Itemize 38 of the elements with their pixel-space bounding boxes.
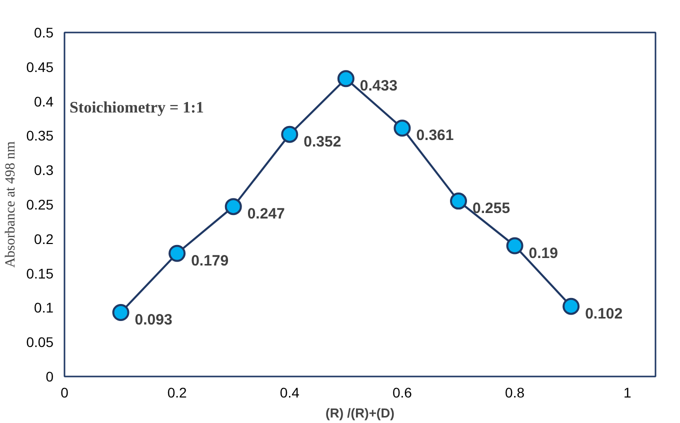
data-label: 0.102 (585, 305, 623, 322)
data-label: 0.255 (472, 200, 510, 218)
y-tick-label: 0.3 (34, 162, 54, 178)
point (506, 237, 524, 254)
data-label: 0.093 (134, 312, 172, 329)
data-label: 0.352 (304, 133, 342, 150)
y-tick-label: 0.15 (26, 265, 54, 282)
y-tick-label: 0.45 (26, 58, 54, 75)
data-label: 0.361 (416, 127, 454, 144)
y-tick-label: 0 (46, 368, 54, 384)
data-label: 0.179 (191, 252, 229, 270)
data-label: 0.19 (528, 244, 558, 262)
x-tick-label: 0.4 (280, 384, 300, 400)
x-axis-title: (R) /(R)+(D) (326, 406, 394, 420)
y-axis-title: Absorbance at 498 nm (3, 141, 18, 268)
point (224, 198, 242, 216)
x-tick-label: 0.6 (392, 384, 412, 400)
y-tick-label: 0.35 (26, 128, 54, 144)
point (337, 70, 354, 88)
y-tick-label: 0.1 (34, 300, 54, 316)
point (450, 192, 467, 210)
point (562, 298, 580, 315)
annotation: Stoichiometry = 1:1 (70, 100, 204, 116)
point (168, 244, 186, 262)
y-tick-label: 0.4 (34, 93, 54, 110)
x-tick-label: 0.8 (505, 384, 525, 400)
point (112, 304, 130, 321)
data-label: 0.247 (247, 206, 285, 223)
data-label: 0.433 (360, 78, 398, 95)
point (394, 120, 411, 137)
x-tick-label: 0.2 (167, 384, 188, 400)
y-tick-label: 0.5 (34, 24, 54, 40)
x-tick-label: 1 (623, 384, 632, 400)
point (281, 126, 298, 143)
y-tick-label: 0.2 (34, 230, 54, 247)
x-tick-label: 0 (60, 384, 69, 400)
y-tick-label: 0.25 (26, 196, 54, 212)
y-tick-label: 0.05 (26, 334, 54, 350)
